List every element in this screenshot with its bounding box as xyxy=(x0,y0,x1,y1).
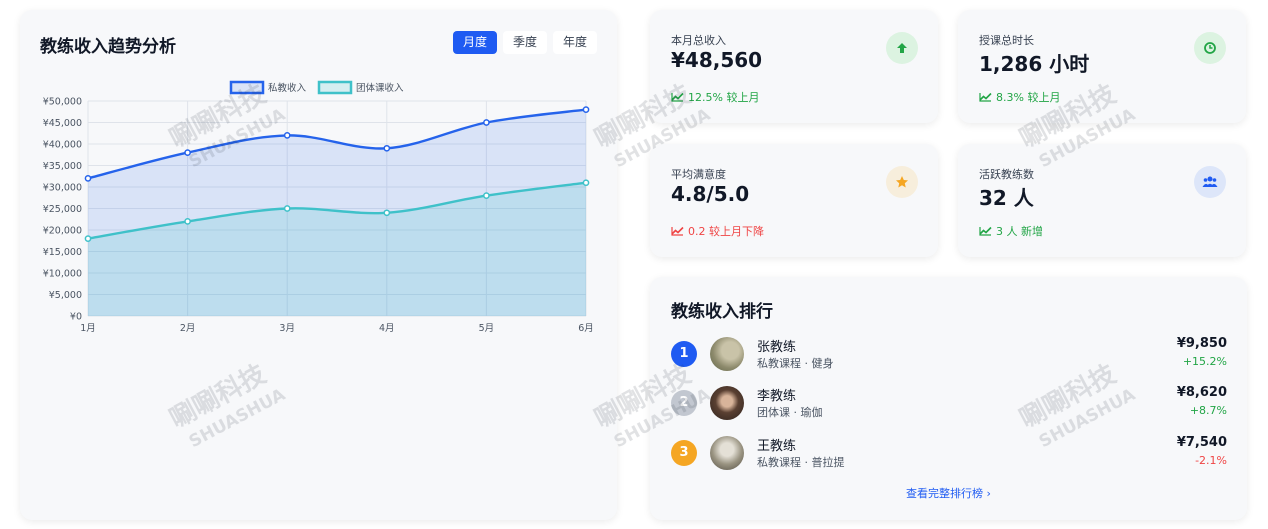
data-point xyxy=(483,119,490,126)
legend-swatch xyxy=(229,80,265,95)
stat-trend-text: 12.5% 较上月 xyxy=(688,91,760,104)
chart-title: 教练收入趋势分析 xyxy=(40,37,176,57)
data-point xyxy=(184,149,191,156)
stat-label: 活跃教练数 xyxy=(979,168,1034,181)
stat-trend: 3 人 新增 xyxy=(979,223,1043,239)
revenue-trend-card: 教练收入趋势分析 月度 季度 年度 ¥0 ¥5,000 ¥10,000 ¥15,000… xyxy=(20,10,617,520)
legend-label: 团体课收入 xyxy=(356,82,404,94)
revenue-line-chart: ¥0 ¥5,000 ¥10,000 ¥15,000 ¥20,000 ¥25,000 ¥30,… xyxy=(43,80,594,334)
trend-up-icon xyxy=(979,226,992,236)
coach-change: +15.2% xyxy=(1182,355,1227,368)
series-line xyxy=(87,181,587,240)
stat-label: 本月总收入 xyxy=(671,34,726,47)
stat-value: 32 人 xyxy=(979,186,1034,210)
trend-up-icon xyxy=(979,92,992,102)
y-tick-label: ¥40,000 xyxy=(43,140,82,151)
coach-change: +8.7% xyxy=(1189,404,1227,417)
coach-name: 张教练 xyxy=(757,340,797,355)
x-tick-label: 1月 xyxy=(80,323,96,334)
coach-change: -2.1% xyxy=(1195,454,1227,467)
series-line xyxy=(87,108,587,180)
clock-icon xyxy=(1194,32,1226,64)
avatar xyxy=(710,436,744,470)
legend-label: 私教收入 xyxy=(268,82,307,94)
x-tick-label: 6月 xyxy=(578,323,594,334)
data-point xyxy=(582,106,590,113)
period-toggle: 月度 季度 年度 xyxy=(452,31,597,54)
ranking-row[interactable]: 2 李教练 团体课 · 瑜伽 ¥8,620 +8.7% xyxy=(671,383,1227,423)
coach-name: 王教练 xyxy=(757,439,797,454)
tab-quarterly[interactable]: 季度 xyxy=(502,31,547,54)
tab-monthly[interactable]: 月度 xyxy=(452,31,497,54)
trend-up-icon xyxy=(671,92,684,102)
arrow-up-icon xyxy=(886,32,918,64)
y-tick-label: ¥15,000 xyxy=(43,247,82,258)
series-area xyxy=(88,109,586,316)
avatar xyxy=(710,386,744,420)
users-icon xyxy=(1194,166,1226,198)
y-tick-label: ¥30,000 xyxy=(43,183,82,194)
y-tick-label: ¥10,000 xyxy=(43,269,82,280)
y-tick-label: ¥50,000 xyxy=(43,97,82,108)
legend-swatch xyxy=(317,80,353,95)
series-area xyxy=(88,182,586,316)
stat-value: 4.8/5.0 xyxy=(671,182,750,206)
avatar xyxy=(710,337,744,371)
stat-trend-text: 8.3% 较上月 xyxy=(996,91,1061,104)
y-tick-label: ¥0 xyxy=(70,312,82,323)
coach-desc: 私教课程 · 普拉提 xyxy=(757,456,845,469)
data-point xyxy=(184,218,191,225)
coach-name: 李教练 xyxy=(757,389,797,404)
coach-desc: 团体课 · 瑜伽 xyxy=(757,406,823,419)
stat-label: 平均满意度 xyxy=(671,168,726,181)
coach-amount: ¥7,540 xyxy=(1176,435,1227,450)
rank-badge: 3 xyxy=(671,440,697,466)
stat-trend: 0.2 较上月下降 xyxy=(671,223,764,239)
stat-trend-text: 3 人 新增 xyxy=(996,225,1043,238)
coach-ranking-card: 教练收入排行 1 张教练 私教课程 · 健身 ¥9,850 +15.2% 2 李… xyxy=(650,277,1247,520)
stat-trend: 12.5% 较上月 xyxy=(671,89,759,105)
star-icon xyxy=(886,166,918,198)
x-tick-label: 5月 xyxy=(479,323,495,334)
coach-amount: ¥9,850 xyxy=(1176,336,1227,351)
ranking-row[interactable]: 1 张教练 私教课程 · 健身 ¥9,850 +15.2% xyxy=(671,334,1227,374)
x-tick-label: 4月 xyxy=(379,323,395,334)
x-tick-label: 2月 xyxy=(180,323,196,334)
data-point xyxy=(84,235,92,242)
ranking-row[interactable]: 3 王教练 私教课程 · 普拉提 ¥7,540 -2.1% xyxy=(671,433,1227,473)
tab-yearly[interactable]: 年度 xyxy=(552,31,597,54)
stat-card-total-revenue: 本月总收入 ¥48,560 12.5% 较上月 xyxy=(650,10,938,123)
data-point xyxy=(283,132,291,139)
stat-card-teaching-hours: 授课总时长 1,286 小时 8.3% 较上月 xyxy=(958,10,1246,123)
y-tick-label: ¥20,000 xyxy=(43,226,82,237)
y-tick-label: ¥25,000 xyxy=(43,204,82,215)
rank-badge: 2 xyxy=(671,390,697,416)
stat-trend: 8.3% 较上月 xyxy=(979,89,1060,105)
view-full-ranking-link[interactable]: 查看完整排行榜 › xyxy=(906,487,991,500)
data-point xyxy=(383,144,391,152)
data-point xyxy=(582,179,590,187)
x-tick-label: 3月 xyxy=(279,323,295,334)
y-tick-label: ¥45,000 xyxy=(43,118,82,129)
y-tick-label: ¥5,000 xyxy=(49,290,82,301)
coach-amount: ¥8,620 xyxy=(1176,385,1227,400)
stat-label: 授课总时长 xyxy=(979,34,1034,47)
stat-value: ¥48,560 xyxy=(671,48,763,72)
data-point xyxy=(283,205,291,212)
y-tick-label: ¥35,000 xyxy=(43,161,82,172)
data-point xyxy=(84,175,92,182)
stat-value: 1,286 小时 xyxy=(979,52,1090,76)
data-point xyxy=(483,192,490,199)
ranking-title: 教练收入排行 xyxy=(671,302,773,322)
stat-trend-text: 0.2 较上月下降 xyxy=(688,225,764,238)
coach-desc: 私教课程 · 健身 xyxy=(757,357,834,370)
stat-card-active-coaches: 活跃教练数 32 人 3 人 新增 xyxy=(958,144,1246,257)
data-point xyxy=(383,209,391,217)
stat-card-satisfaction: 平均满意度 4.8/5.0 0.2 较上月下降 xyxy=(650,144,938,257)
rank-badge: 1 xyxy=(671,341,697,367)
trend-chart-icon xyxy=(671,226,684,236)
